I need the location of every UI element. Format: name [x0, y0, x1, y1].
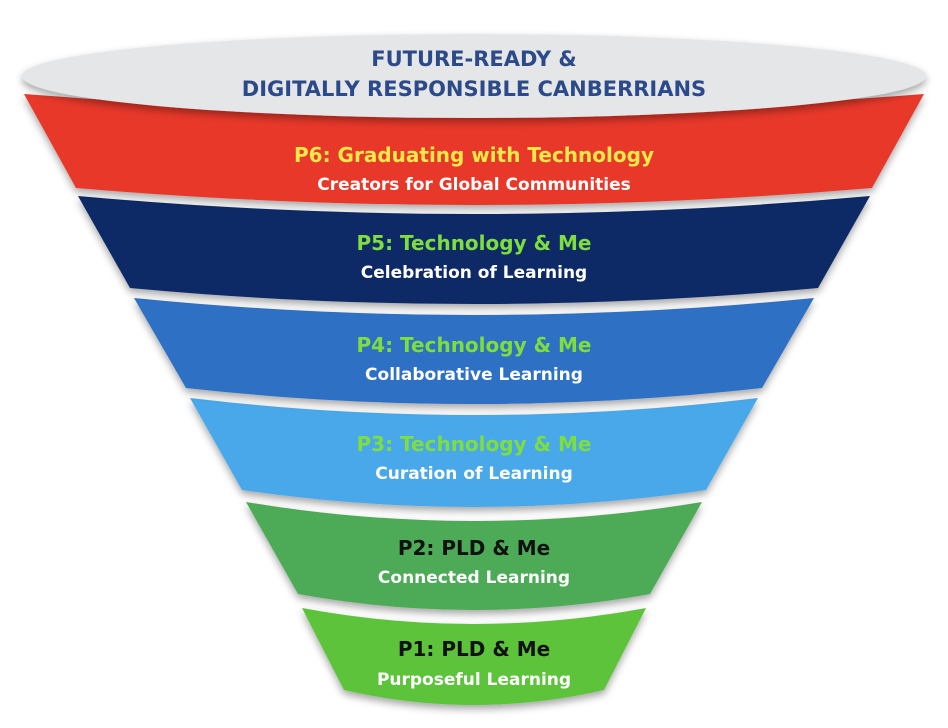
- level-p5-heading: P5: Technology & Me: [357, 231, 592, 255]
- level-p2-band: [246, 502, 702, 610]
- level-p6: [24, 94, 924, 205]
- level-p3-band: [190, 398, 758, 507]
- level-p5-subheading: Celebration of Learning: [361, 263, 587, 283]
- level-p3-subheading: Curation of Learning: [375, 464, 573, 484]
- level-p4-band: [134, 298, 814, 404]
- title-line-1: FUTURE-READY &: [371, 47, 577, 71]
- level-p4: [134, 298, 814, 404]
- level-p6-heading: P6: Graduating with Technology: [294, 143, 654, 167]
- level-p4-subheading: Collaborative Learning: [365, 365, 583, 385]
- level-p3: [190, 398, 758, 507]
- level-p1-heading: P1: PLD & Me: [398, 637, 550, 661]
- level-p2: [246, 502, 702, 610]
- title-line-2: DIGITALLY RESPONSIBLE CANBERRIANS: [242, 77, 706, 101]
- level-p6-band: [24, 94, 924, 205]
- level-p3-heading: P3: Technology & Me: [357, 432, 592, 456]
- level-p6-subheading: Creators for Global Communities: [317, 175, 631, 195]
- level-p1: [302, 608, 646, 705]
- level-p5: [78, 196, 870, 304]
- top-ellipse: [22, 34, 926, 118]
- level-p1-subheading: Purposeful Learning: [377, 670, 571, 690]
- level-p2-heading: P2: PLD & Me: [398, 536, 550, 560]
- level-p5-band: [78, 196, 870, 304]
- top-ellipse-group: [22, 34, 926, 118]
- level-p2-subheading: Connected Learning: [378, 568, 570, 588]
- level-p4-heading: P4: Technology & Me: [357, 333, 592, 357]
- level-p1-band: [302, 608, 646, 705]
